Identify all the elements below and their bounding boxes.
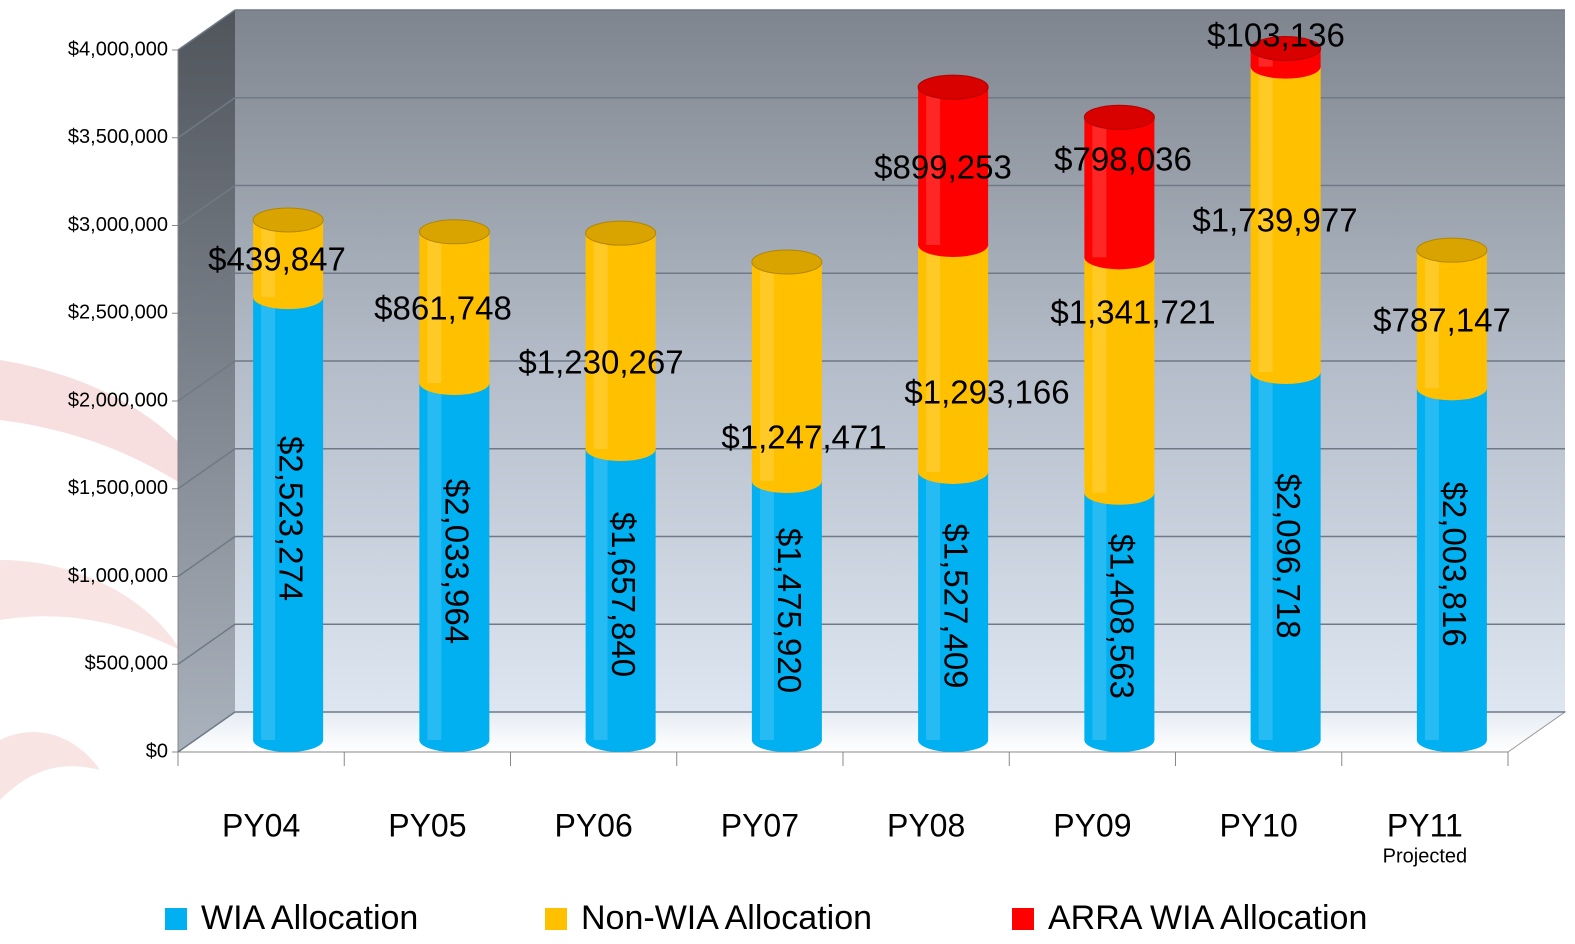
bar-cap: [752, 250, 822, 274]
value-label: $2,096,718: [1270, 473, 1307, 638]
floor: [178, 712, 1565, 752]
x-tick-label: PY11: [1387, 807, 1463, 843]
value-label: $2,003,816: [1436, 482, 1473, 647]
bar-shine: [1092, 257, 1106, 492]
chart: $0 $500,000 $1,000,000 $1,500,000 $2,000,000…: [0, 0, 1575, 944]
legend-swatch: [545, 908, 567, 930]
legend-swatch: [1012, 908, 1034, 930]
value-label: $439,847: [208, 241, 346, 278]
bar-cap: [253, 208, 323, 232]
x-tick-label: PY10: [1219, 807, 1297, 843]
value-label: $798,036: [1054, 141, 1192, 178]
x-tick-label: PY08: [887, 807, 965, 843]
legend-label: Non-WIA Allocation: [581, 899, 872, 937]
value-label: $1,247,471: [721, 419, 886, 456]
bar-shine: [594, 233, 608, 449]
bar-shine: [1092, 117, 1106, 257]
decoration: [0, 732, 100, 800]
value-label: $1,657,840: [605, 512, 642, 677]
legend-label: WIA Allocation: [201, 899, 418, 937]
x-tick-label: PY09: [1053, 807, 1131, 843]
y-tick-label: $500,000: [85, 653, 168, 675]
value-label: $787,147: [1373, 302, 1511, 339]
bar-shine: [926, 245, 940, 472]
bar-cap: [1417, 238, 1487, 262]
value-label: $899,253: [874, 149, 1012, 186]
x-tick-label: PY06: [554, 807, 632, 843]
y-tick-label: $2,000,000: [68, 389, 168, 411]
y-tick-label: $1,000,000: [68, 565, 168, 587]
value-label: $1,230,267: [518, 344, 683, 381]
x-tick-label: PY07: [721, 807, 799, 843]
value-label: $1,293,166: [904, 374, 1069, 411]
bar-cap: [586, 221, 656, 245]
y-tick-label: $0: [146, 740, 168, 762]
x-tick-label: PY05: [388, 807, 466, 843]
y-tick-label: $3,000,000: [68, 214, 168, 236]
value-label: $2,523,274: [272, 436, 309, 601]
legend: WIA Allocation Non-WIA Allocation ARRA WIA…: [165, 899, 1367, 937]
value-label: $103,136: [1207, 17, 1345, 54]
bar-cap: [918, 75, 988, 99]
category-note: Projected: [1383, 845, 1468, 867]
value-label: $1,739,977: [1192, 202, 1357, 239]
x-tick-label: PY04: [222, 807, 300, 843]
y-tick-label: $3,500,000: [68, 126, 168, 148]
value-label: $861,748: [374, 290, 512, 327]
value-label: $1,341,721: [1050, 294, 1215, 331]
y-tick-label: $4,000,000: [68, 38, 168, 60]
value-label: $2,033,964: [439, 479, 476, 644]
bar-cap: [1084, 105, 1154, 129]
y-tick-label: $1,500,000: [68, 477, 168, 499]
value-label: $1,527,409: [937, 523, 974, 688]
legend-label: ARRA WIA Allocation: [1048, 899, 1367, 937]
bar-cap: [419, 220, 489, 244]
y-tick-label: $2,500,000: [68, 302, 168, 324]
value-label: $1,475,920: [771, 528, 808, 693]
legend-swatch: [165, 908, 187, 930]
value-label: $1,408,563: [1104, 534, 1141, 699]
